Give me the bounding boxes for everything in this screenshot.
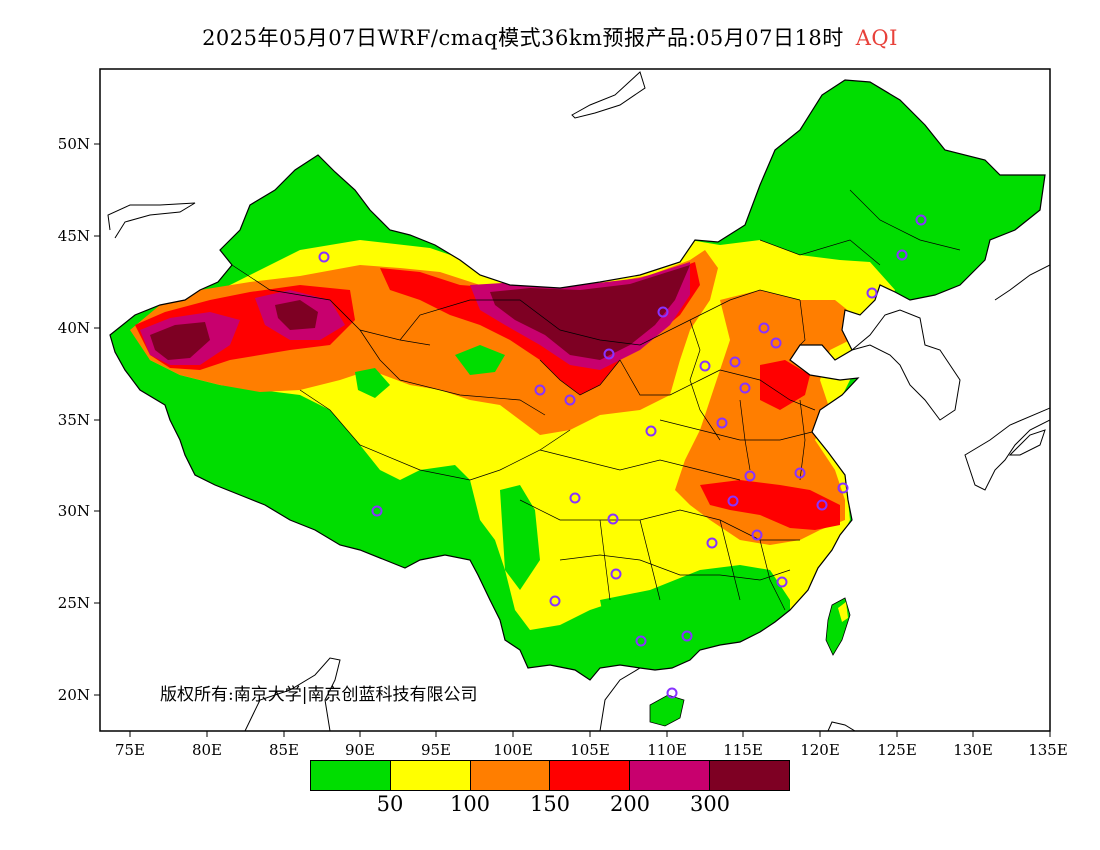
hainan-island <box>649 694 685 727</box>
x-tick-label: 115E <box>723 741 763 759</box>
aqi-colorbar <box>310 760 790 791</box>
title-main: 2025年05月07日WRF/cmaq模式36km预报产品:05月07日18时 <box>202 26 844 50</box>
x-tick-label: 130E <box>953 741 993 759</box>
colorbar-segment-2 <box>390 761 471 790</box>
colorbar-label: 300 <box>689 792 731 816</box>
colorbar-label: 150 <box>529 792 571 816</box>
title-variable: AQI <box>855 26 898 50</box>
y-tick-label: 50N <box>58 135 90 153</box>
colorbar-segment-5 <box>630 761 711 790</box>
colorbar-segment-4 <box>550 761 631 790</box>
x-tick-label: 125E <box>877 741 917 759</box>
x-tick-label: 85E <box>269 741 299 759</box>
colorbar-segment-6 <box>710 761 789 790</box>
colorbar-label: 100 <box>449 792 491 816</box>
map-title: 2025年05月07日WRF/cmaq模式36km预报产品:05月07日18时 A… <box>0 22 1100 52</box>
copyright-text: 版权所有:南京大学|南京创蓝科技有限公司 <box>160 685 478 705</box>
province-boundaries <box>231 189 961 611</box>
x-tick-label: 105E <box>570 741 610 759</box>
y-tick-label: 40N <box>58 319 90 337</box>
x-tick-label: 110E <box>647 741 687 759</box>
x-tick-label: 100E <box>493 741 533 759</box>
x-tick-label: 135E <box>1028 741 1068 759</box>
y-tick-label: 45N <box>58 227 90 245</box>
map-frame <box>99 68 1051 732</box>
colorbar-label: 200 <box>609 792 651 816</box>
colorbar-label: 50 <box>376 792 404 816</box>
x-tick-label: 95E <box>421 741 451 759</box>
axis-ticks <box>94 143 1051 737</box>
y-tick-label: 30N <box>58 502 90 520</box>
x-tick-label: 120E <box>800 741 840 759</box>
y-tick-label: 25N <box>58 594 90 612</box>
monitoring-stations <box>318 214 927 699</box>
y-tick-label: 35N <box>58 411 90 429</box>
x-tick-label: 80E <box>192 741 222 759</box>
y-axis-labels: 50N 45N 40N 35N 30N 25N 20N <box>58 135 90 704</box>
coastline-outlines <box>107 71 1050 731</box>
y-tick-label: 20N <box>58 686 90 704</box>
colorbar-segment-3 <box>470 761 551 790</box>
x-tick-label: 90E <box>345 741 375 759</box>
colorbar-segment-1 <box>311 761 391 790</box>
x-tick-label: 75E <box>115 741 145 759</box>
x-axis-labels: 75E 80E 85E 90E 95E 100E 105E 110E 115E … <box>115 741 1068 759</box>
